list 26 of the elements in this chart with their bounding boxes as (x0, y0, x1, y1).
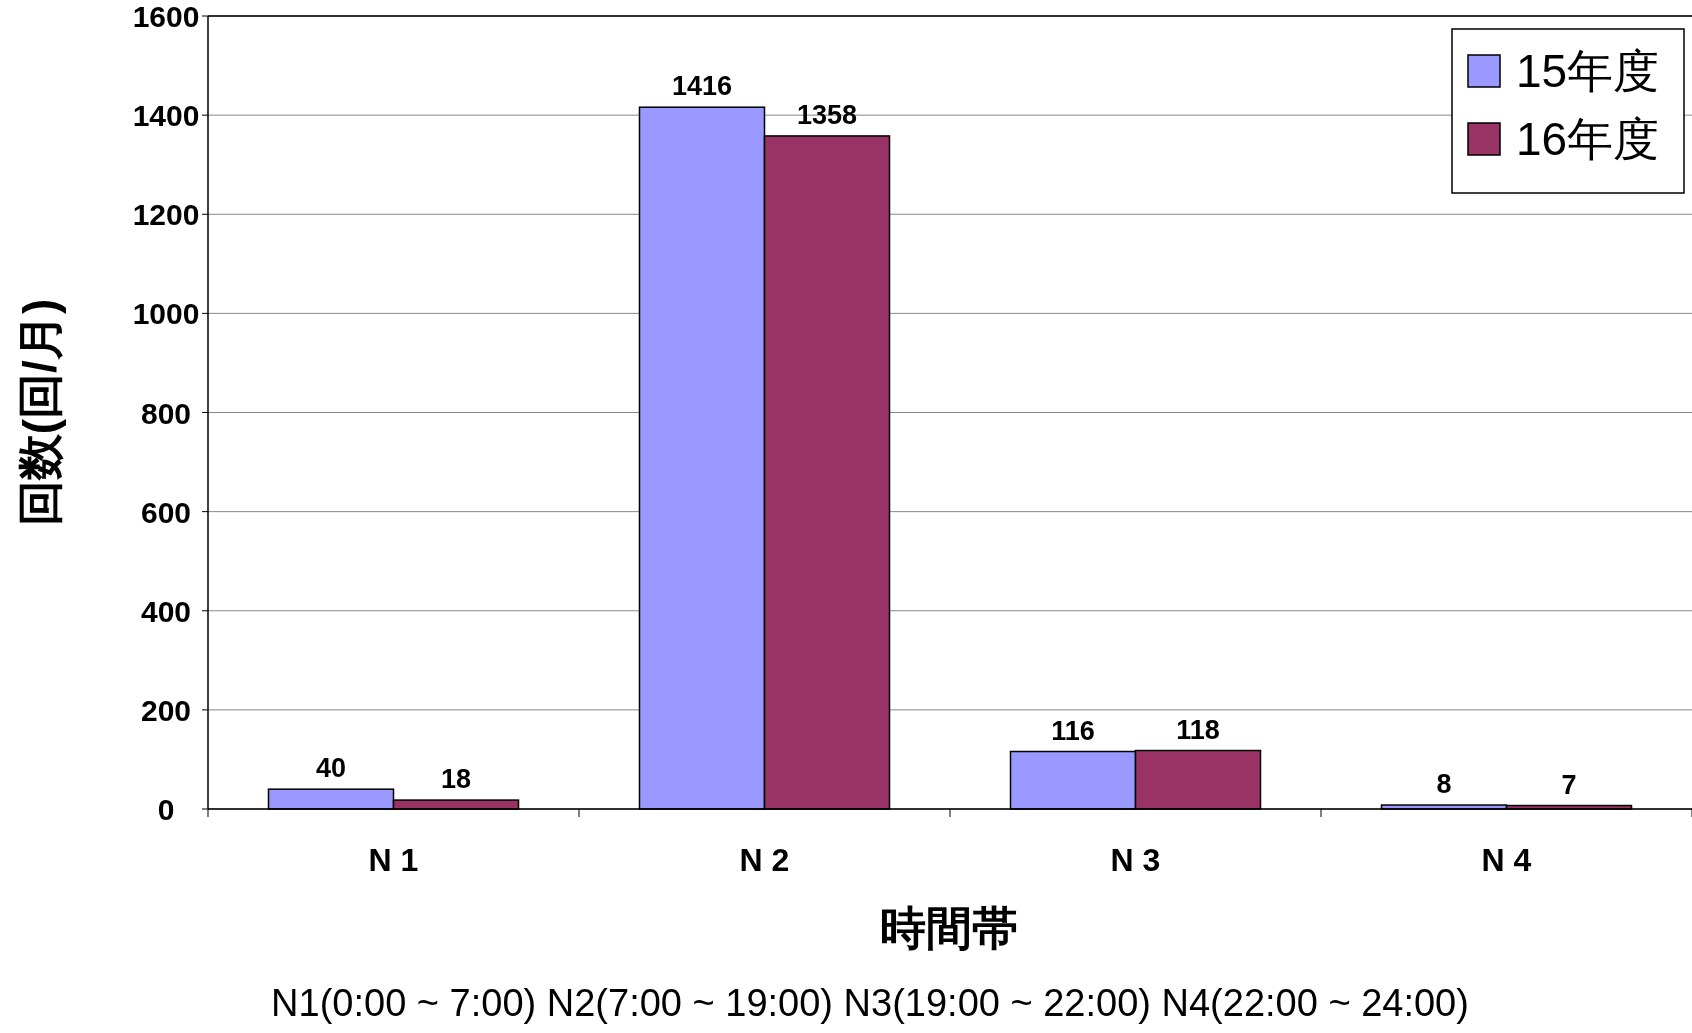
data-label: 40 (315, 753, 347, 784)
y-tick-label: 1200 (132, 198, 200, 232)
y-tick-label: 600 (140, 495, 192, 529)
data-label: 116 (1051, 715, 1095, 746)
legend-label: 16年度 (1516, 113, 1660, 165)
y-tick-label: 1600 (132, 0, 200, 33)
data-label: 1358 (796, 99, 858, 130)
y-tick-label: 400 (140, 594, 192, 628)
data-label: 1416 (671, 71, 733, 102)
data-label: 7 (1561, 769, 1577, 800)
y-tick-label: 200 (140, 693, 192, 727)
y-tick-label: 1000 (132, 297, 200, 331)
data-label: 18 (440, 764, 472, 795)
data-label: 118 (1176, 714, 1220, 745)
x-axis-title: 時間帯 (880, 902, 1018, 954)
x-tick-label: N 4 (1481, 842, 1532, 878)
x-tick-label: N 1 (368, 842, 419, 878)
data-label: 8 (1436, 769, 1452, 800)
text: N1(0:00 ~ 7:00) N2(7:00 ~ 19:00) N3(19:00 ~ 22:00) N4(22:00 ~ 24:00) (271, 982, 1469, 1024)
y-tick-label: 1400 (132, 99, 200, 133)
y-tick-label: 800 (140, 396, 192, 430)
y-axis-title: 回数(回/月) (14, 298, 66, 527)
x-tick-label: N 3 (1110, 842, 1161, 878)
legend-label: 15年度 (1516, 45, 1660, 97)
x-tick-label: N 2 (739, 842, 790, 878)
y-tick-label: 0 (157, 793, 175, 826)
